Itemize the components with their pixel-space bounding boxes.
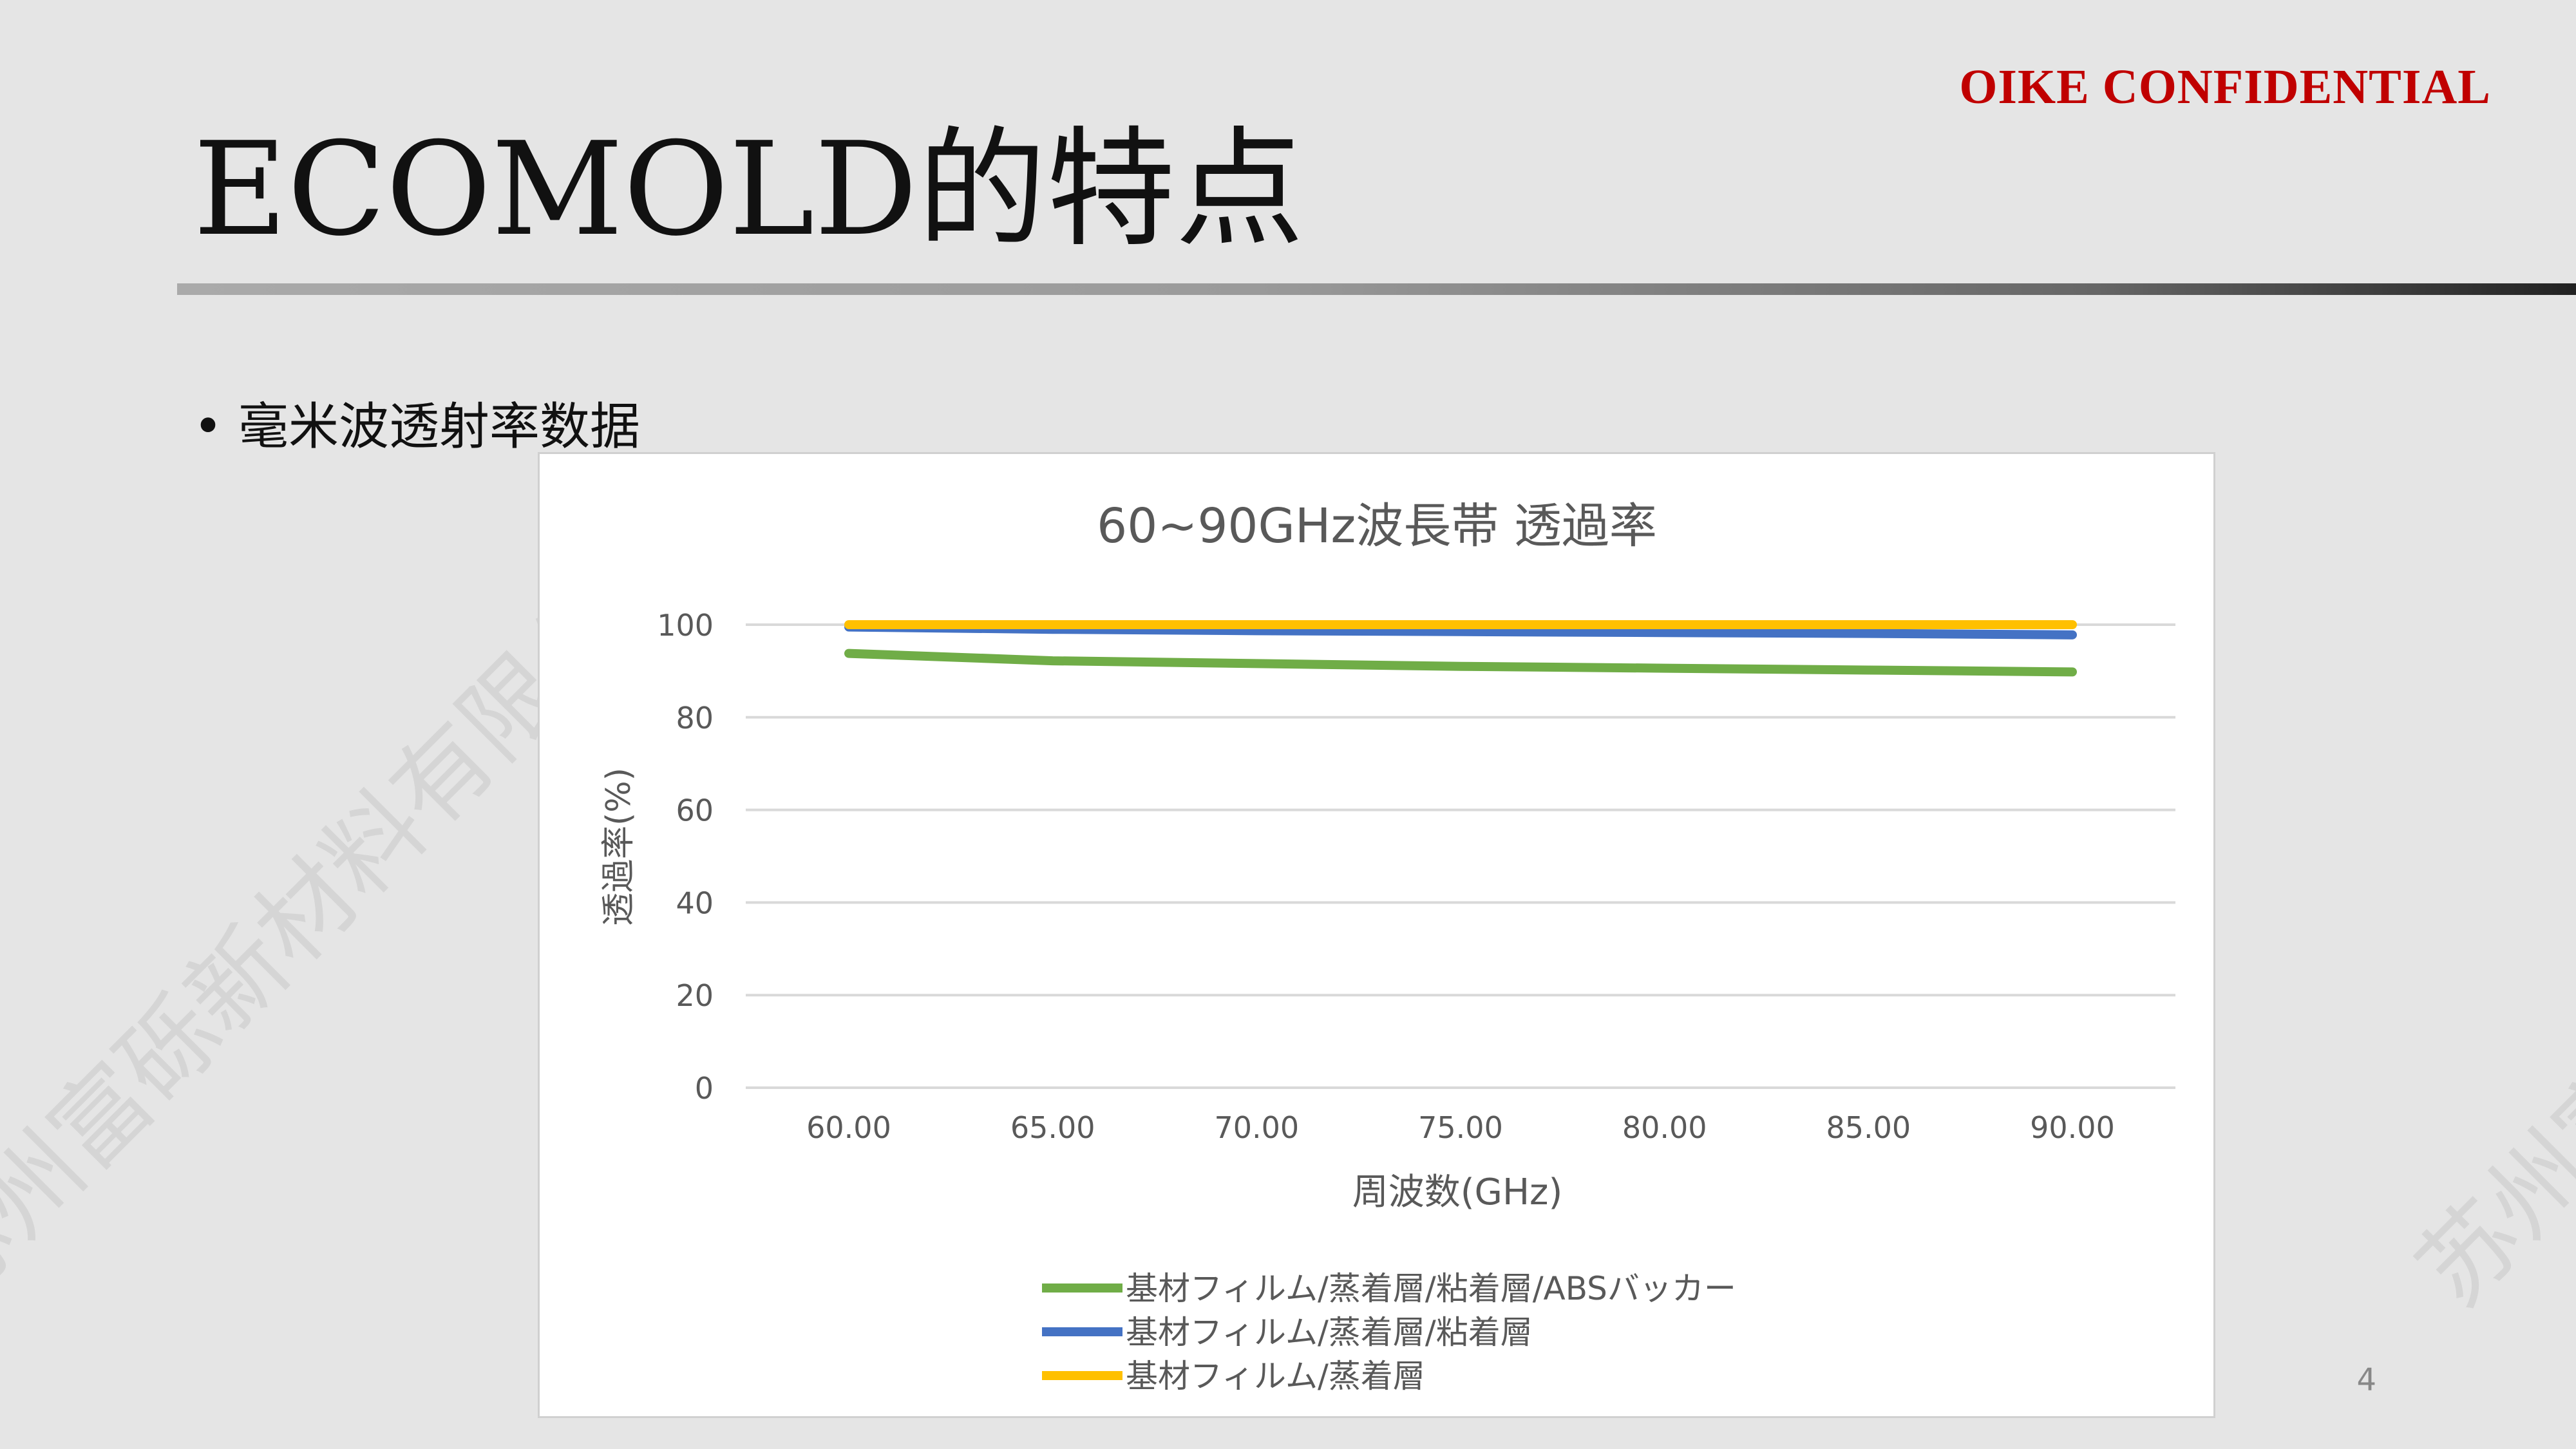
chart-title: 60~90GHz波長帯 透過率 (1097, 498, 1657, 554)
x-tick-label: 65.00 (1010, 1110, 1095, 1145)
y-tick-label: 20 (676, 978, 714, 1013)
series-line (844, 649, 2077, 677)
x-tick-label: 90.00 (2030, 1110, 2115, 1145)
legend-entry: 基材フィルム/蒸着層/粘着層/ABSバッカー (1126, 1270, 1736, 1307)
chart-panel: 60~90GHz波長帯 透過率 0 20 40 60 80 100 60.00 65.00 7… (538, 452, 2215, 1418)
title-divider (177, 283, 2576, 295)
legend-entry: 基材フィルム/蒸着層/粘着層 (1126, 1314, 1533, 1351)
x-tick-label: 70.00 (1214, 1110, 1299, 1145)
y-tick-label: 80 (676, 701, 714, 735)
transmittance-line-chart: 60~90GHz波長帯 透過率 0 20 40 60 80 100 60.00 65.00 7… (600, 498, 2175, 1395)
y-tick-label: 100 (657, 608, 714, 643)
series-line (844, 622, 2077, 639)
bullet-text: 毫米波透射率数据 (238, 398, 641, 456)
page-title: ECOMOLD的特点 (193, 115, 1304, 265)
legend-entry: 基材フィルム/蒸着層 (1126, 1358, 1425, 1395)
bullet-marker: • (193, 398, 223, 456)
y-tick-label: 60 (676, 793, 714, 828)
y-tick-label: 0 (695, 1071, 714, 1106)
x-tick-label: 80.00 (1622, 1110, 1707, 1145)
x-tick-label: 75.00 (1418, 1110, 1503, 1145)
bullet-item: • 毫米波透射率数据 (193, 386, 640, 459)
x-tick-label: 85.00 (1826, 1110, 1911, 1145)
x-tick-label: 60.00 (806, 1110, 891, 1145)
page-number: 4 (2356, 1362, 2376, 1398)
confidential-label: OIKE CONFIDENTIAL (1959, 60, 2491, 114)
y-axis-label: 透過率(%) (600, 768, 638, 926)
y-tick-label: 40 (676, 886, 714, 920)
x-axis-label: 周波数(GHz) (1352, 1171, 1563, 1213)
watermark-text: 苏州富砾新材料有限公司 (2396, 497, 2576, 1328)
